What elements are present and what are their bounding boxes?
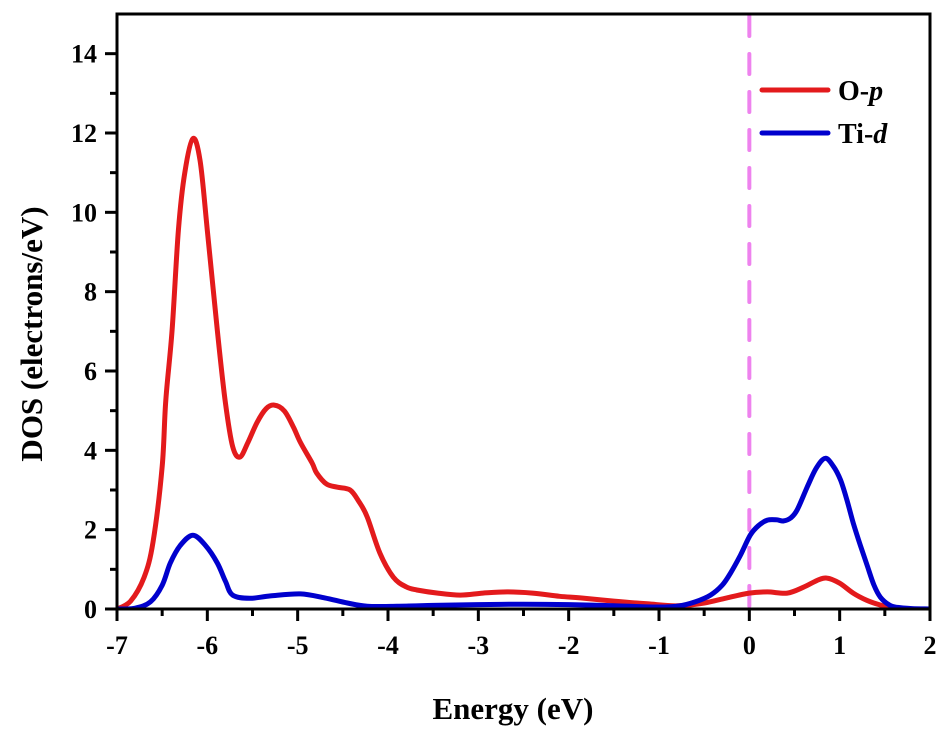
series-line-ti-d [117,455,930,609]
x-tick-label: -6 [196,631,218,660]
series-layer [117,135,930,609]
x-tick-label: -5 [287,631,309,660]
x-tick-label: 2 [924,631,937,660]
legend: O-p Ti-d [759,76,888,150]
y-tick-label: 4 [84,436,97,465]
y-tick-label: 2 [84,516,97,545]
series-line-o-p [117,135,930,609]
x-axis: -7 -6 -5 -4 -3 -2 -1 0 1 2 [106,609,937,660]
legend-label: Ti-d [838,119,888,150]
x-tick-label: -7 [106,631,128,660]
y-tick-label: 14 [71,40,97,69]
y-axis: 0 2 4 6 8 10 12 14 [71,40,117,624]
plot-frame [115,12,932,611]
x-tick-label: 1 [833,631,846,660]
x-tick-label: 0 [743,631,756,660]
y-tick-label: 0 [84,595,97,624]
y-tick-label: 8 [84,278,97,307]
x-tick-label: -4 [377,631,399,660]
y-tick-label: 12 [71,119,97,148]
y-axis-title: DOS (electrons/eV) [14,206,49,461]
x-axis-title: Energy (eV) [433,691,594,726]
x-tick-label: -2 [558,631,580,660]
x-tick-label: -3 [467,631,489,660]
legend-label: O-p [838,76,883,107]
y-tick-label: 10 [71,198,97,227]
x-tick-label: -1 [648,631,670,660]
y-tick-label: 6 [84,357,97,386]
